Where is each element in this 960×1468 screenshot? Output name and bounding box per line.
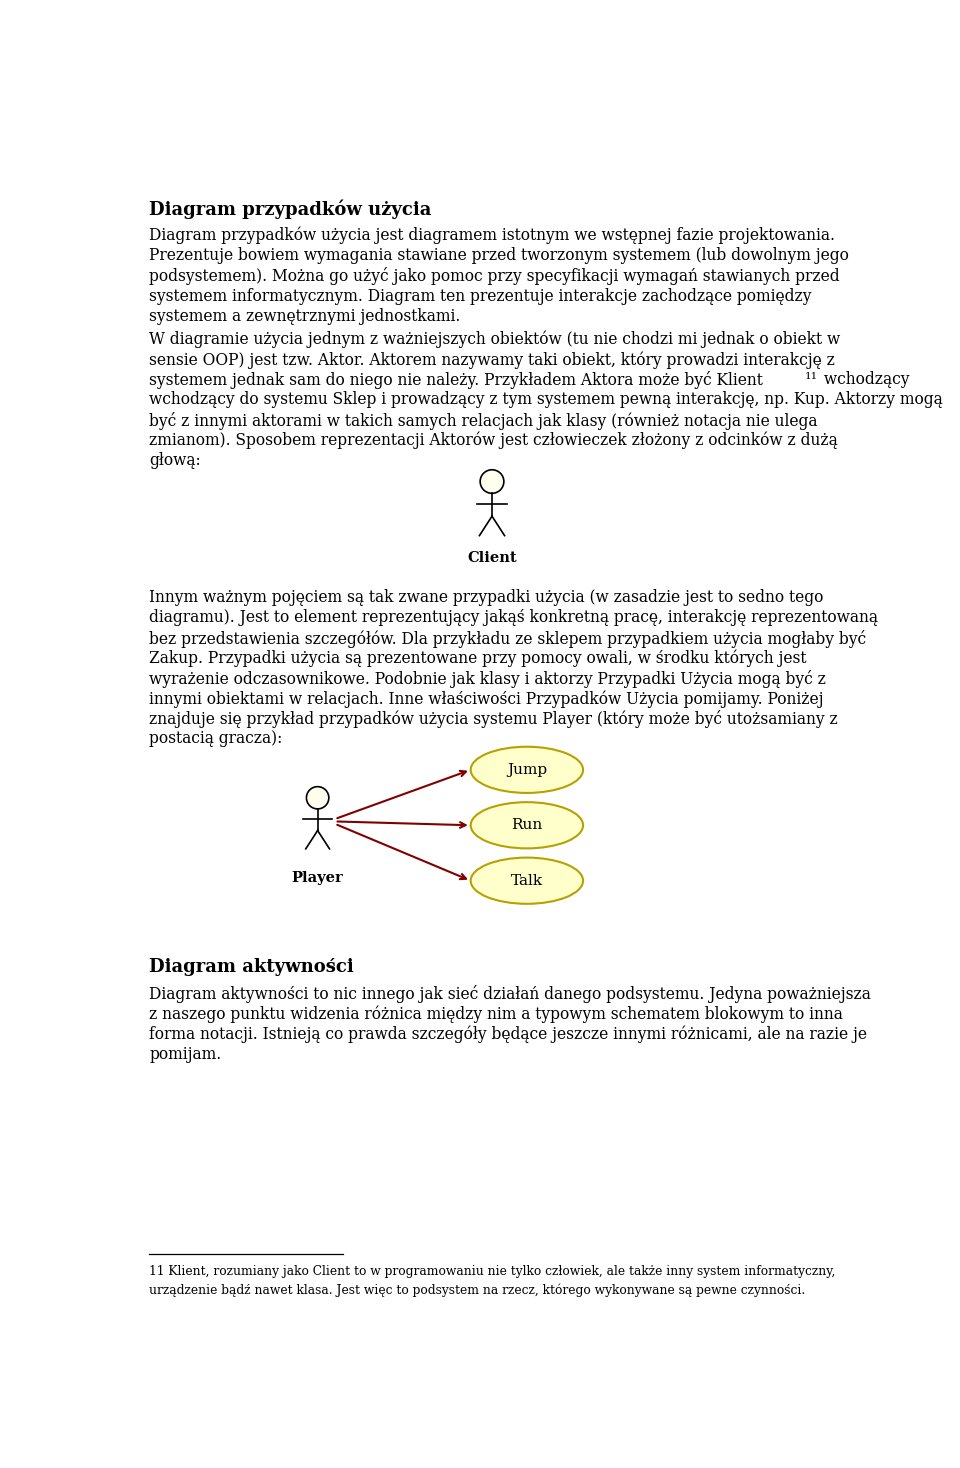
Text: wchodzący do systemu Sklep i prowadzący z tym systemem pewną interakcję, np. Kup: wchodzący do systemu Sklep i prowadzący … [150, 392, 943, 408]
Text: W diagramie użycia jednym z ważniejszych obiektów (tu nie chodzi mi jednak o obi: W diagramie użycia jednym z ważniejszych… [150, 330, 841, 348]
Circle shape [480, 470, 504, 493]
Text: Jump: Jump [507, 763, 547, 777]
Text: innymi obiektami w relacjach. Inne właściwości Przypadków Użycia pomijamy. Poniż: innymi obiektami w relacjach. Inne właśc… [150, 690, 824, 708]
Text: systemem informatycznym. Diagram ten prezentuje interakcje zachodzące pomiędzy: systemem informatycznym. Diagram ten pre… [150, 288, 812, 304]
Text: bez przedstawienia szczegółów. Dla przykładu ze sklepem przypadkiem użycia mogła: bez przedstawienia szczegółów. Dla przyk… [150, 630, 867, 647]
Text: znajduje się przykład przypadków użycia systemu Player (który może być utożsamia: znajduje się przykład przypadków użycia … [150, 711, 838, 728]
Text: wyrażenie odczasownikowe. Podobnie jak klasy i aktorzy Przypadki Użycia mogą być: wyrażenie odczasownikowe. Podobnie jak k… [150, 669, 827, 688]
Ellipse shape [470, 802, 583, 849]
Text: Talk: Talk [511, 873, 543, 888]
Ellipse shape [470, 857, 583, 904]
Text: z naszego punktu widzenia różnica między nim a typowym schematem blokowym to inn: z naszego punktu widzenia różnica między… [150, 1006, 843, 1023]
Text: Run: Run [512, 818, 542, 832]
Text: pomijam.: pomijam. [150, 1047, 222, 1063]
Text: Diagram przypadków użycia: Diagram przypadków użycia [150, 200, 432, 219]
Text: sensie OOP) jest tzw. Aktor. Aktorem nazywamy taki obiekt, który prowadzi intera: sensie OOP) jest tzw. Aktor. Aktorem naz… [150, 351, 835, 368]
Text: urządzenie bądź nawet klasa. Jest więc to podsystem na rzecz, którego wykonywane: urządzenie bądź nawet klasa. Jest więc t… [150, 1283, 805, 1298]
Text: Diagram przypadków użycia jest diagramem istotnym we wstępnej fazie projektowani: Diagram przypadków użycia jest diagramem… [150, 228, 835, 245]
Text: 11: 11 [805, 371, 818, 382]
Text: 11 Klient, rozumiany jako Client to w programowaniu nie tylko człowiek, ale takż: 11 Klient, rozumiany jako Client to w pr… [150, 1265, 836, 1279]
Text: zmianom). Sposobem reprezentacji Aktorów jest człowieczek złożony z odcinków z d: zmianom). Sposobem reprezentacji Aktorów… [150, 432, 838, 449]
Text: podsystemem). Można go użyć jako pomoc przy specyfikacji wymagań stawianych prze: podsystemem). Można go użyć jako pomoc p… [150, 267, 840, 285]
Text: Prezentuje bowiem wymagania stawiane przed tworzonym systemem (lub dowolnym jego: Prezentuje bowiem wymagania stawiane prz… [150, 247, 850, 264]
Text: systemem jednak sam do niego nie należy. Przykładem Aktora może być Klient: systemem jednak sam do niego nie należy.… [150, 371, 763, 389]
Circle shape [306, 787, 329, 809]
Text: być z innymi aktorami w takich samych relacjach jak klasy (również notacja nie u: być z innymi aktorami w takich samych re… [150, 411, 818, 430]
Text: wchodzący: wchodzący [819, 371, 909, 388]
Text: głową:: głową: [150, 452, 202, 468]
Text: forma notacji. Istnieją co prawda szczegóły będące jeszcze innymi różnicami, ale: forma notacji. Istnieją co prawda szczeg… [150, 1026, 868, 1044]
Text: Player: Player [292, 872, 344, 885]
Text: postacią gracza):: postacią gracza): [150, 731, 283, 747]
Text: Innym ważnym pojęciem są tak zwane przypadki użycia (w zasadzie jest to sedno te: Innym ważnym pojęciem są tak zwane przyp… [150, 589, 824, 606]
Text: diagramu). Jest to element reprezentujący jakąś konkretną pracę, interakcję repr: diagramu). Jest to element reprezentując… [150, 609, 878, 627]
Text: Diagram aktywności to nic innego jak sieć działań danego podsystemu. Jedyna powa: Diagram aktywności to nic innego jak sie… [150, 985, 872, 1004]
Text: Diagram aktywności: Diagram aktywności [150, 957, 354, 976]
Text: systemem a zewnętrznymi jednostkami.: systemem a zewnętrznymi jednostkami. [150, 308, 461, 324]
Text: Client: Client [468, 550, 516, 565]
Ellipse shape [470, 747, 583, 793]
Text: Zakup. Przypadki użycia są prezentowane przy pomocy owali, w środku których jest: Zakup. Przypadki użycia są prezentowane … [150, 650, 807, 668]
